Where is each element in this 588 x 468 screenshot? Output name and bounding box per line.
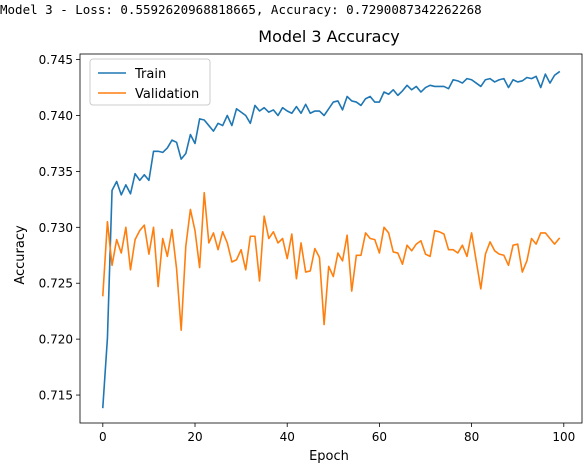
y-tick-label: 0.745 — [39, 53, 73, 67]
x-axis-label: Epoch — [309, 449, 349, 464]
stdout-line: Model 3 - Loss: 0.5592620968818665, Accu… — [0, 2, 482, 17]
series-line-train — [101, 70, 561, 409]
x-tick-label: 20 — [187, 430, 202, 444]
y-tick-label: 0.740 — [39, 109, 73, 123]
x-tick-label: 0 — [99, 430, 107, 444]
x-tick-label: 80 — [464, 430, 479, 444]
plot-frame — [79, 53, 583, 424]
x-tick-label: 100 — [552, 430, 575, 444]
accuracy-chart: Model 3 Accuracy 0 20 40 60 80 1000.7150.7200… — [13, 27, 583, 464]
y-tick-label: 0.730 — [39, 221, 73, 235]
legend-label-validation: Validation — [135, 87, 199, 102]
y-tick-label: 0.725 — [39, 277, 73, 291]
chart-title: Model 3 Accuracy — [258, 27, 399, 46]
y-tick-label: 0.715 — [39, 389, 73, 403]
x-tick-label: 40 — [280, 430, 295, 444]
series-line-validation — [101, 191, 561, 331]
y-tick-label: 0.735 — [39, 165, 73, 179]
plot-area: 0 20 40 60 80 100 0.715 0.720 0.725 0.730 0.735 0.7… — [39, 53, 583, 444]
legend-label-train: Train — [134, 67, 166, 82]
y-tick-label: 0.720 — [39, 333, 73, 347]
legend: Train Validation — [89, 58, 211, 106]
y-axis-label: Accuracy — [13, 225, 28, 285]
x-tick-label: 60 — [372, 430, 387, 444]
